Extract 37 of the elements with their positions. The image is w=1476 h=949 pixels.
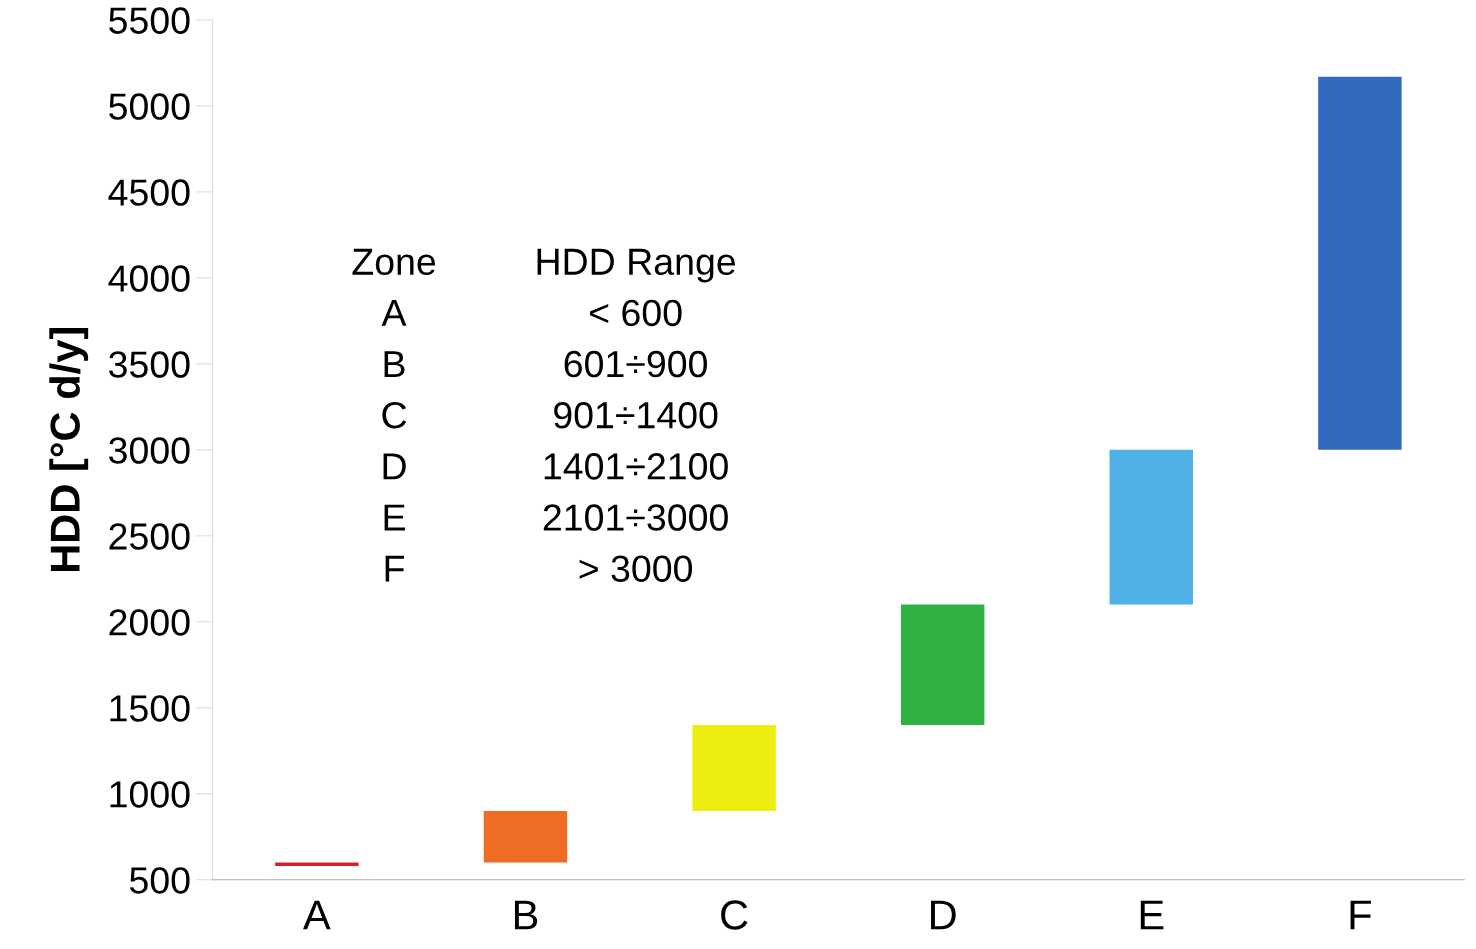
x-tick-label: B (514, 900, 538, 930)
annotation: 601÷900 (564, 350, 707, 378)
annotation: A (381, 300, 407, 326)
annotation: 1401÷2100 (544, 453, 728, 480)
annotation: F (385, 555, 404, 582)
annotation: 2101÷3000 (543, 504, 728, 531)
y-tick-label: 3000 (109, 437, 190, 464)
annotation: B (384, 351, 405, 377)
annotation: E (384, 504, 405, 531)
x-tick-label: F (1350, 900, 1371, 930)
x-tick-label: E (1140, 900, 1164, 930)
y-tick-label: 500 (129, 867, 190, 894)
annotation: C (382, 401, 407, 429)
y-tick-label: 2000 (109, 609, 190, 636)
y-tick-label: 2500 (109, 523, 190, 550)
bar (483, 810, 568, 863)
bar (900, 604, 985, 725)
y-axis-title: HDD [°C d/y] (49, 328, 89, 572)
y-tick-label: 4000 (108, 265, 190, 292)
bar (1109, 449, 1193, 605)
x-tick-label: D (931, 900, 956, 930)
bar (692, 724, 776, 811)
y-tick-label: 4500 (108, 179, 190, 206)
annotation: < 600 (590, 299, 682, 327)
bar (1318, 76, 1402, 450)
annotation: > 3000 (579, 555, 693, 582)
annotation: D (383, 453, 406, 480)
annotation: HDD Range (537, 248, 736, 283)
y-tick-label: 1500 (110, 695, 190, 722)
annotation: 901÷1400 (554, 401, 718, 429)
y-tick-label: 5000 (109, 93, 190, 120)
x-tick-label: A (303, 900, 331, 930)
y-tick-label: 5500 (109, 7, 190, 34)
y-tick-label: 1000 (110, 781, 190, 808)
annotation: Zone (352, 248, 436, 276)
x-tick-label: C (721, 900, 748, 930)
y-tick-label: 3500 (109, 351, 190, 378)
